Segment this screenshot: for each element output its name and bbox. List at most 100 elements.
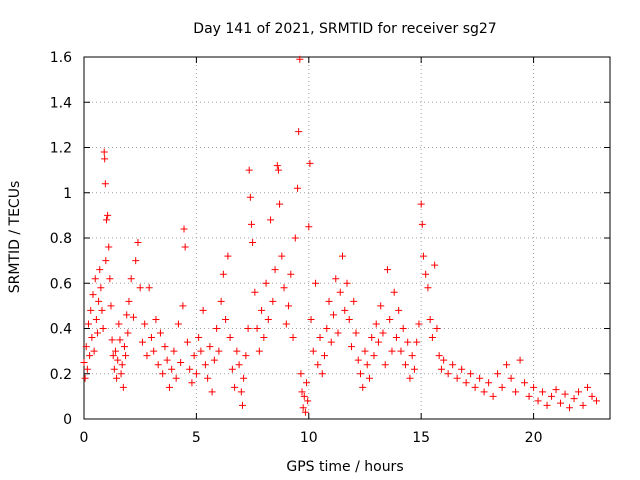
plus-marker: [88, 334, 96, 342]
plus-marker: [110, 365, 118, 373]
plus-marker: [249, 239, 257, 247]
plus-marker: [105, 243, 113, 251]
data-point: [280, 284, 288, 292]
data-point: [359, 383, 367, 391]
data-point: [262, 279, 270, 287]
plus-marker: [388, 347, 396, 355]
data-point: [584, 383, 592, 391]
data-point: [299, 404, 307, 412]
plus-marker: [516, 356, 524, 364]
data-point: [170, 347, 178, 355]
plus-marker: [143, 352, 151, 360]
data-point: [113, 374, 121, 382]
plus-marker: [238, 401, 246, 409]
plus-marker: [82, 343, 90, 351]
plus-marker: [413, 338, 421, 346]
plus-marker: [415, 320, 423, 328]
plus-marker: [525, 392, 533, 400]
data-point: [354, 356, 362, 364]
plus-marker: [476, 374, 484, 382]
data-point: [226, 334, 234, 342]
plus-marker: [278, 252, 286, 260]
plus-marker: [190, 352, 198, 360]
plus-marker: [83, 365, 91, 373]
data-point: [365, 374, 373, 382]
plus-marker: [289, 334, 297, 342]
data-point: [413, 338, 421, 346]
plus-marker: [352, 329, 360, 337]
plus-marker: [406, 374, 414, 382]
plus-marker: [108, 336, 116, 344]
plus-marker: [172, 374, 180, 382]
plus-marker: [325, 297, 333, 305]
plus-marker: [141, 320, 149, 328]
plus-marker: [181, 243, 189, 251]
data-point: [334, 329, 342, 337]
plus-marker: [210, 356, 218, 364]
plus-marker: [87, 306, 95, 314]
plus-marker: [318, 370, 326, 378]
y-tick-label: 0.6: [50, 276, 72, 292]
data-point: [453, 374, 461, 382]
y-tick-label: 1.6: [50, 50, 72, 66]
plus-marker: [424, 284, 432, 292]
data-point: [192, 370, 200, 378]
data-point: [356, 370, 364, 378]
data-point: [401, 361, 409, 369]
plus-marker: [312, 279, 320, 287]
plus-marker: [274, 166, 282, 174]
plus-marker: [107, 302, 115, 310]
plus-marker: [150, 347, 158, 355]
data-point: [129, 313, 137, 321]
data-point: [264, 315, 272, 323]
plus-marker: [379, 329, 387, 337]
data-point: [498, 383, 506, 391]
y-tick-label: 1.4: [50, 95, 72, 111]
plus-marker: [359, 383, 367, 391]
plus-marker: [104, 211, 112, 219]
plus-marker: [428, 334, 436, 342]
data-point: [204, 374, 212, 382]
data-point: [172, 374, 180, 382]
plus-marker: [418, 220, 426, 228]
plus-marker: [498, 383, 506, 391]
data-point: [233, 347, 241, 355]
plus-marker: [116, 336, 124, 344]
plus-marker: [512, 388, 520, 396]
plus-marker: [321, 352, 329, 360]
data-point: [361, 347, 369, 355]
plus-marker: [368, 334, 376, 342]
data-point: [512, 388, 520, 396]
plus-marker: [485, 379, 493, 387]
plus-marker: [372, 320, 380, 328]
data-point: [217, 297, 225, 305]
plus-marker: [122, 352, 130, 360]
plus-marker: [363, 361, 371, 369]
data-point: [570, 395, 578, 403]
plus-marker: [449, 361, 457, 369]
data-point: [180, 225, 188, 233]
data-point: [106, 275, 114, 283]
data-point: [82, 343, 90, 351]
data-point: [507, 374, 515, 382]
plus-marker: [98, 306, 106, 314]
data-point: [330, 311, 338, 319]
data-point: [323, 325, 331, 332]
plus-marker: [95, 297, 103, 305]
plus-marker: [102, 216, 110, 224]
data-point: [91, 275, 99, 283]
data-point: [156, 329, 164, 337]
plus-marker: [217, 297, 225, 305]
plus-marker: [332, 275, 340, 283]
plot-frame: [83, 56, 611, 420]
data-point: [534, 397, 542, 405]
plus-marker: [305, 223, 313, 231]
plus-marker: [365, 374, 373, 382]
data-point: [208, 388, 216, 396]
plus-marker: [168, 365, 176, 373]
plus-marker: [102, 257, 110, 265]
data-point: [503, 361, 511, 369]
plus-marker: [503, 361, 511, 369]
plus-marker: [154, 361, 162, 369]
